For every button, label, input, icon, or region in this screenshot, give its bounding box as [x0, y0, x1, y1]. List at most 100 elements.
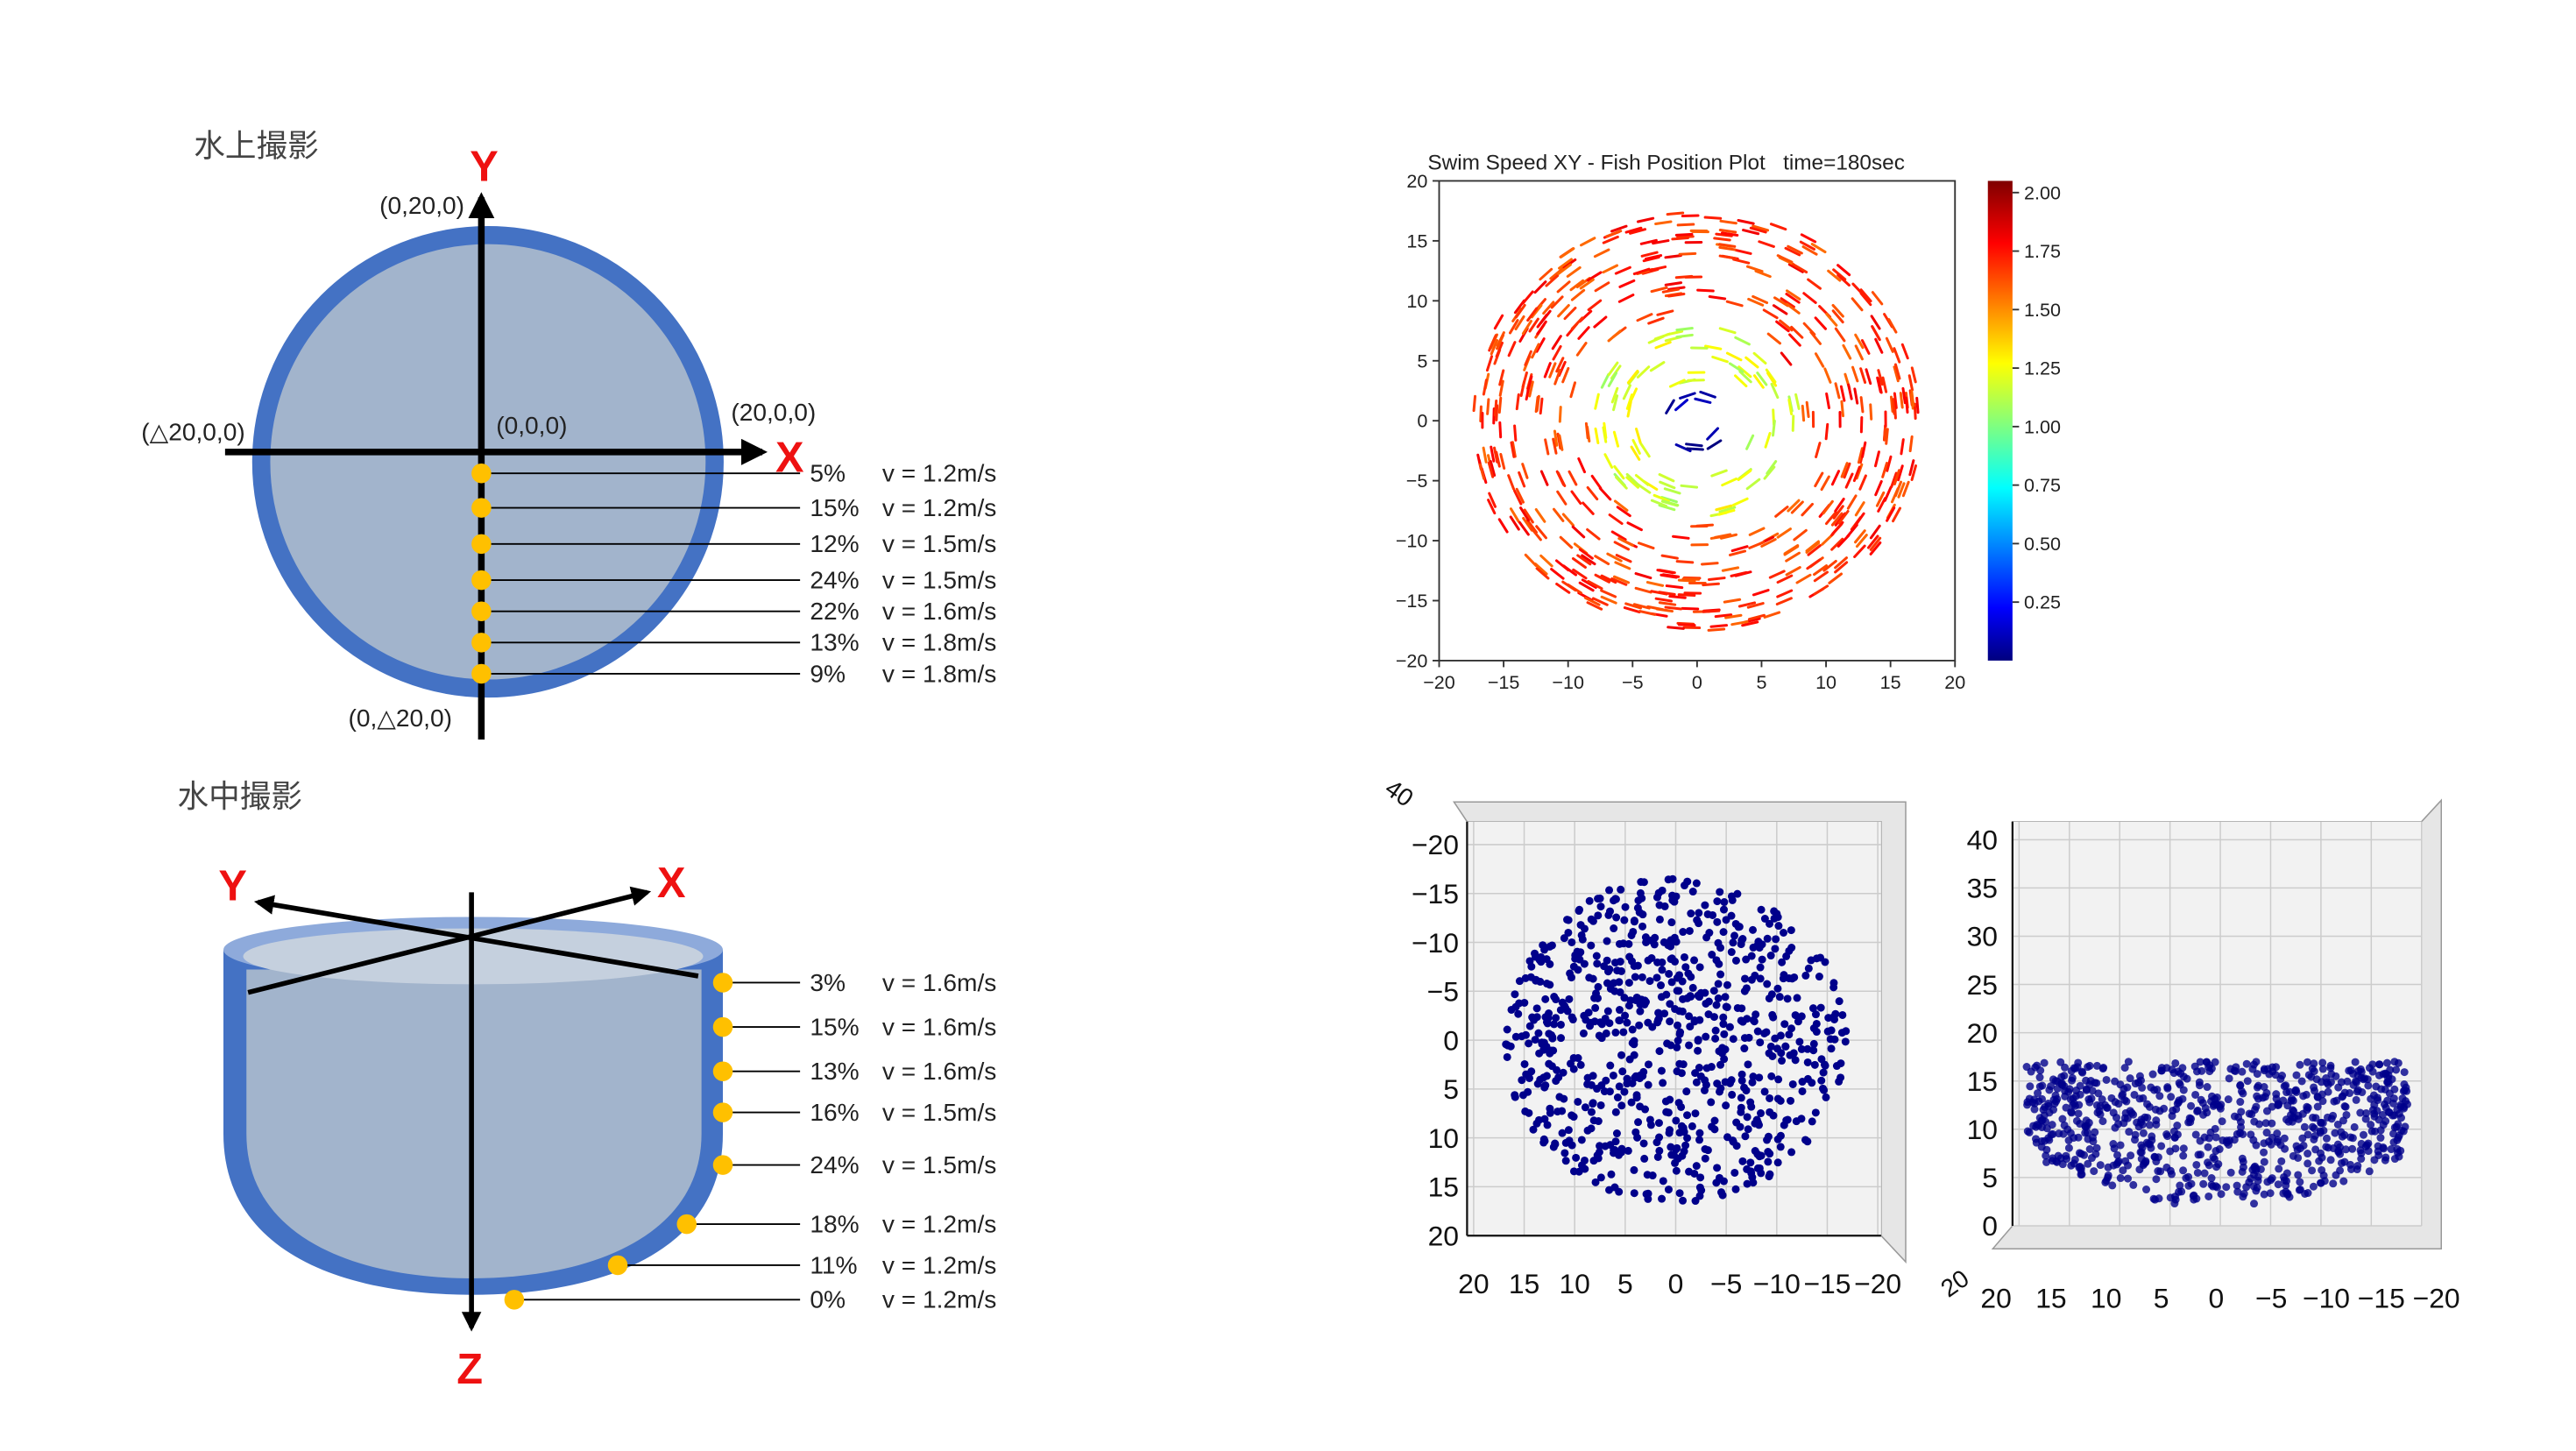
fish-point [2085, 1144, 2094, 1153]
fish-point [2302, 1090, 2311, 1099]
fish-marker [1908, 459, 1915, 477]
fish-marker [1828, 572, 1844, 584]
fish-marker [1524, 350, 1532, 366]
fish-marker [1731, 497, 1749, 506]
fish-point [2372, 1082, 2381, 1091]
fish-marker [1576, 554, 1592, 566]
fish-point [2056, 1154, 2065, 1163]
fish-point [2135, 1072, 2144, 1080]
fish-point [1701, 901, 1709, 910]
fish-point [2243, 1077, 2252, 1086]
fish-point [1559, 1068, 1568, 1077]
fish-point [1593, 994, 1602, 1002]
fish-marker [1901, 480, 1910, 498]
fish-point [1776, 1143, 1785, 1151]
fish-point [2175, 1096, 2183, 1105]
fish-point [1605, 1186, 1614, 1194]
fish-point [1628, 1025, 1637, 1034]
fish-marker [1840, 400, 1844, 418]
plot-frame [1438, 180, 1957, 662]
fish-point [1648, 1023, 1657, 1031]
fish-point [2326, 1061, 2335, 1070]
fish-marker [1766, 332, 1782, 345]
fish-point [1621, 1011, 1630, 1020]
fish-point [2193, 1107, 2202, 1115]
fish-point [2129, 1110, 2138, 1119]
fish-point [1550, 1020, 1559, 1029]
fish-marker [1717, 508, 1736, 516]
fish-point [2280, 1172, 2289, 1181]
fish-marker [1678, 251, 1697, 256]
fish-point [2104, 1173, 2112, 1182]
fish-point [1696, 1173, 1705, 1182]
fish-marker [1766, 460, 1778, 475]
fish-point [1578, 935, 1587, 944]
fish-marker [1806, 558, 1822, 570]
fish-point [1597, 1034, 1606, 1043]
fish-point [2327, 1115, 2336, 1123]
fish-point [2168, 1112, 2176, 1121]
fish-point [1836, 1073, 1845, 1082]
x-tick-label: 20 [1944, 671, 1965, 693]
fish-point [1743, 1179, 1752, 1188]
fish-marker [1710, 469, 1728, 478]
fish-marker [1509, 507, 1520, 523]
fish-marker [1871, 291, 1884, 306]
fish-point [2061, 1086, 2070, 1095]
fish-point [1712, 1178, 1721, 1187]
fish-point [1801, 971, 1810, 980]
fish-point [1558, 1129, 1567, 1137]
fish-point [1606, 984, 1615, 993]
fish-point [1811, 1010, 1820, 1019]
fish-point [2199, 1179, 2208, 1188]
fish-marker [1478, 463, 1486, 480]
fish-point [2108, 1181, 2117, 1190]
fish-marker [1521, 290, 1534, 305]
fish-point [2242, 1059, 2251, 1068]
fish-point [1587, 1080, 1596, 1089]
fish-point [2340, 1088, 2349, 1097]
fish-point [1816, 1003, 1825, 1012]
x-tick-label: 15 [1880, 671, 1901, 693]
fish-marker [1606, 552, 1623, 563]
fish-marker [1570, 490, 1582, 506]
fish-point [1684, 969, 1693, 978]
fish-marker [1805, 540, 1820, 553]
fish-point [1603, 1007, 1612, 1016]
fish-point [1626, 996, 1635, 1005]
fish-point [2225, 1074, 2233, 1083]
fish-point [1589, 1157, 1598, 1165]
fish-marker [1518, 471, 1526, 488]
fish-point [2337, 1078, 2346, 1086]
fish-point [1730, 931, 1739, 940]
fish-point [1528, 1013, 1537, 1022]
fish-point [1646, 1121, 1655, 1129]
fish-point [1619, 1028, 1628, 1037]
fish-point [1651, 933, 1660, 942]
fish-marker [1497, 396, 1503, 414]
fish-marker [1787, 244, 1803, 255]
fish-point [1740, 1044, 1749, 1053]
fish-point [1610, 1145, 1619, 1154]
fish-marker [1706, 427, 1720, 441]
fish-marker [1813, 564, 1829, 577]
fish-point [1561, 1157, 1570, 1165]
fish-point [2291, 1086, 2300, 1094]
fish-point [1627, 1098, 1636, 1107]
fish-point [2254, 1081, 2262, 1090]
y-tick-label: −15 [1412, 878, 1459, 910]
y-tick-label: 15 [1428, 1171, 1459, 1203]
fish-marker [1752, 294, 1769, 305]
fish-point [2091, 1128, 2099, 1136]
fish-marker [1790, 325, 1804, 339]
fish-marker [1874, 337, 1884, 354]
x-tick-label: 0 [1668, 1268, 1684, 1299]
fish-marker [1775, 320, 1790, 333]
fish-point [1503, 1025, 1511, 1034]
fish-point [1675, 971, 1684, 980]
fish-point [1764, 1157, 1773, 1166]
fish-point [1666, 1095, 1674, 1104]
fish-marker [1772, 304, 1788, 315]
fish-marker [1495, 450, 1501, 468]
fish-marker [1745, 478, 1761, 491]
